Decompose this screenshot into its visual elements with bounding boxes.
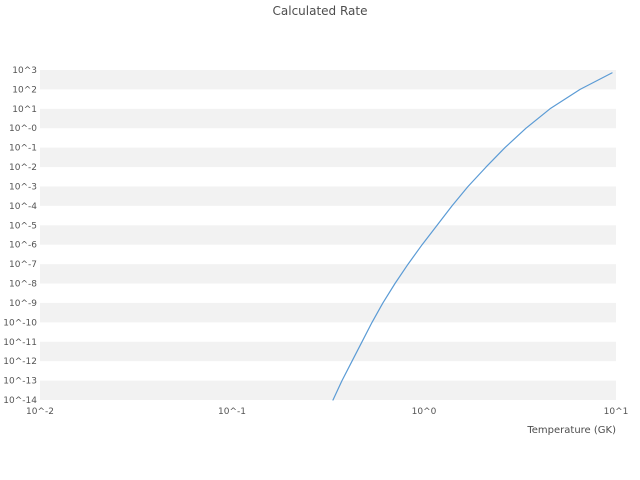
y-tick-label: 10^-5 (9, 221, 37, 231)
y-tick-label: 10^-10 (3, 318, 37, 328)
plot-band (40, 302, 616, 323)
y-tick-label: 10^-9 (9, 299, 37, 309)
plot-band (40, 380, 616, 400)
y-tick-label: 10^-1 (9, 144, 37, 154)
y-tick-label: 10^-11 (3, 338, 37, 348)
x-tick-label: 10^1 (604, 407, 629, 417)
rate-curve (332, 72, 613, 401)
chart-title: Calculated Rate (272, 4, 368, 18)
x-tick-label: 10^-1 (218, 407, 246, 417)
y-tick-label: 10^-6 (9, 241, 37, 251)
plot-band (40, 108, 616, 129)
y-tick-label: 10^-4 (9, 202, 37, 212)
plot-band (40, 264, 616, 284)
y-tick-label: 10^-8 (9, 280, 37, 290)
y-tick-label: 10^-3 (9, 182, 37, 192)
plot-band (40, 341, 616, 362)
plot-band (40, 186, 616, 206)
x-axis-label: Temperature (GK) (527, 425, 616, 436)
x-tick-label: 10^-2 (26, 407, 54, 417)
y-tick-label: 10^1 (12, 105, 37, 115)
y-tick-label: 10^-13 (3, 377, 37, 387)
y-tick-label: 10^-14 (3, 396, 37, 406)
y-tick-label: 10^-7 (9, 260, 37, 270)
plot-band (40, 147, 616, 168)
plot-band (40, 225, 616, 245)
y-tick-label: 10^2 (12, 85, 37, 95)
x-tick-label: 10^0 (412, 407, 437, 417)
y-tick-label: 10^-2 (9, 163, 37, 173)
y-tick-label: 10^-12 (3, 357, 37, 367)
plot-band (40, 70, 616, 90)
y-tick-label: 10^-0 (9, 124, 37, 134)
y-tick-label: 10^3 (12, 66, 37, 76)
